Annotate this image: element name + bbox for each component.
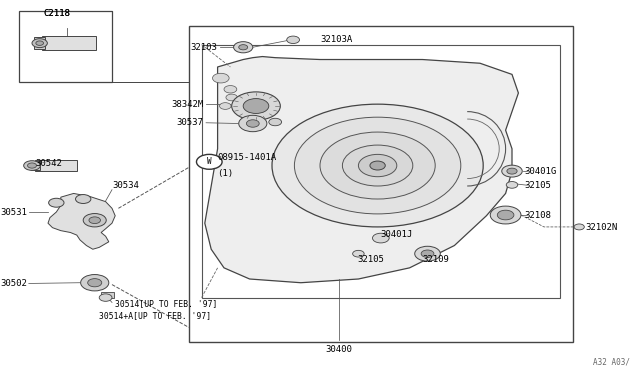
Bar <box>101 292 114 298</box>
Circle shape <box>49 198 64 207</box>
Circle shape <box>88 279 102 287</box>
Text: 32102N: 32102N <box>586 223 618 232</box>
Text: 30400: 30400 <box>326 345 353 354</box>
Circle shape <box>232 92 280 120</box>
Circle shape <box>28 163 36 168</box>
Bar <box>35 160 77 171</box>
Circle shape <box>36 41 44 45</box>
Text: 30401J: 30401J <box>381 230 413 239</box>
Circle shape <box>212 73 229 83</box>
Circle shape <box>272 104 483 227</box>
Text: 32105: 32105 <box>525 182 552 190</box>
Circle shape <box>287 36 300 44</box>
Circle shape <box>246 120 259 127</box>
Text: 32109: 32109 <box>422 255 449 264</box>
Circle shape <box>24 161 40 170</box>
Circle shape <box>226 94 237 101</box>
Text: 32103: 32103 <box>191 43 218 52</box>
Circle shape <box>370 161 385 170</box>
Text: 30502: 30502 <box>0 279 27 288</box>
Text: 30542: 30542 <box>36 159 63 168</box>
Circle shape <box>196 154 222 169</box>
Circle shape <box>294 117 461 214</box>
Circle shape <box>234 42 253 53</box>
Circle shape <box>507 168 517 174</box>
Text: 38342M: 38342M <box>172 100 204 109</box>
Circle shape <box>269 118 282 126</box>
Text: (1): (1) <box>218 169 234 178</box>
Circle shape <box>372 233 389 243</box>
Text: 30514[UP TO FEB. '97]: 30514[UP TO FEB. '97] <box>115 299 218 308</box>
Circle shape <box>574 224 584 230</box>
Circle shape <box>83 214 106 227</box>
Circle shape <box>421 250 434 257</box>
Text: 30531: 30531 <box>0 208 27 217</box>
Text: 30534: 30534 <box>112 181 139 190</box>
Text: W: W <box>207 157 212 166</box>
Circle shape <box>358 154 397 177</box>
Circle shape <box>353 250 364 257</box>
Text: 30537: 30537 <box>177 118 204 127</box>
Circle shape <box>99 294 112 301</box>
Circle shape <box>342 145 413 186</box>
Text: 32105: 32105 <box>357 255 384 264</box>
Circle shape <box>243 99 269 113</box>
Text: 32108: 32108 <box>525 211 552 220</box>
Bar <box>42 36 96 50</box>
Circle shape <box>224 86 237 93</box>
Circle shape <box>320 132 435 199</box>
Circle shape <box>239 45 248 50</box>
Circle shape <box>490 206 521 224</box>
Text: 32103A: 32103A <box>320 35 352 44</box>
Text: 30401G: 30401G <box>525 167 557 176</box>
Circle shape <box>81 275 109 291</box>
Text: 30514+A[UP TO FEB. '97]: 30514+A[UP TO FEB. '97] <box>99 311 211 320</box>
Circle shape <box>89 217 100 224</box>
Circle shape <box>239 115 267 132</box>
Polygon shape <box>48 193 115 249</box>
Bar <box>34 37 45 49</box>
Polygon shape <box>205 57 518 283</box>
Circle shape <box>32 39 47 48</box>
Text: A32 A03/: A32 A03/ <box>593 357 630 366</box>
Bar <box>189 26 573 342</box>
Circle shape <box>497 210 514 220</box>
Bar <box>19 11 112 82</box>
Circle shape <box>76 195 91 203</box>
Text: 08915-1401A: 08915-1401A <box>218 153 276 162</box>
Bar <box>202 45 560 298</box>
Circle shape <box>502 165 522 177</box>
Circle shape <box>415 246 440 261</box>
Circle shape <box>220 103 231 109</box>
Text: C2118: C2118 <box>44 9 70 18</box>
Circle shape <box>506 182 518 188</box>
Text: C2118: C2118 <box>44 9 70 18</box>
Bar <box>31 161 40 170</box>
